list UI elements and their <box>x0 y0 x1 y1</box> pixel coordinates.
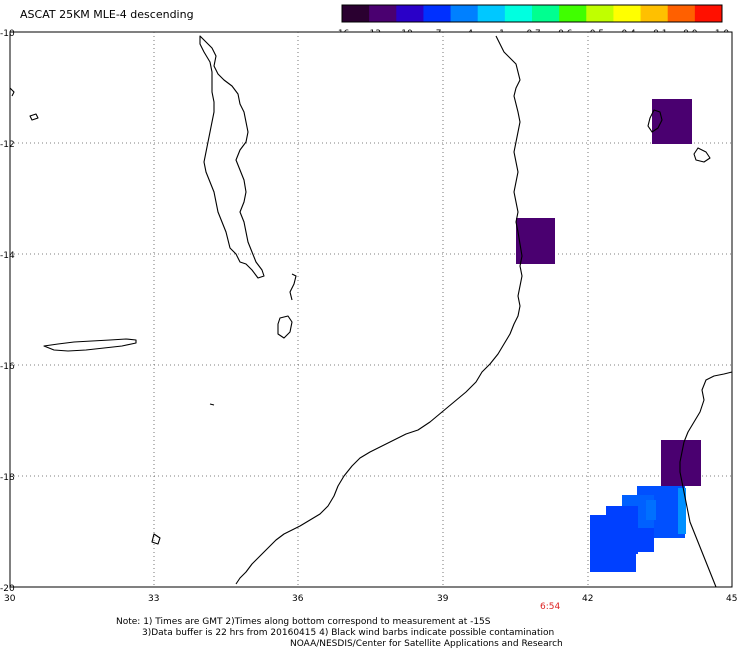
colorbar <box>341 4 723 23</box>
lake-small-outline <box>277 315 293 339</box>
data-cell-light-blue <box>678 488 686 534</box>
note-line-1: Note: 1) Times are GMT 2)Times along bot… <box>116 617 491 627</box>
y-tick-label: -14 <box>0 251 15 261</box>
time-label: 6:54 <box>540 602 560 612</box>
data-cell-light-blue <box>646 500 656 520</box>
y-tick-label: -16 <box>0 362 15 372</box>
data-cell-purple <box>516 218 555 264</box>
data-cell-purple <box>652 99 692 144</box>
note-line-2: 3)Data buffer is 22 hrs from 20160415 4)… <box>142 628 554 638</box>
x-axis-labels: 30 33 36 39 42 45 <box>4 594 737 604</box>
colorbar-swatch <box>586 5 614 22</box>
colorbar-swatch <box>477 5 506 22</box>
colorbar-swatch <box>559 5 587 22</box>
colorbar-swatch <box>450 5 479 22</box>
x-tick-label: 33 <box>148 594 159 604</box>
y-axis-labels: -10 -12 -14 -16 -18 -20 <box>0 29 15 594</box>
island-dot <box>289 273 297 301</box>
note-line-3: NOAA/NESDIS/Center for Satellite Applica… <box>290 639 563 649</box>
gridlines <box>10 32 732 587</box>
island-dot <box>29 113 39 121</box>
coastlines <box>9 35 733 588</box>
x-tick-label: 36 <box>292 594 304 604</box>
island-dot <box>9 87 15 97</box>
x-tick-label: 30 <box>4 594 16 604</box>
data-cell-blue <box>590 540 636 572</box>
y-tick-label: -10 <box>0 29 15 39</box>
map-title: ASCAT 25KM MLE-4 descending <box>20 8 194 21</box>
comoros-island <box>647 109 663 133</box>
y-tick-label: -18 <box>0 473 15 483</box>
x-tick-label: 39 <box>437 594 449 604</box>
colorbar-swatch <box>423 5 452 22</box>
colorbar-swatch <box>342 5 370 22</box>
lake-cahora-bassa-outline <box>43 338 137 352</box>
colorbar-swatch <box>369 5 397 22</box>
mozambique-coastline <box>235 35 523 585</box>
lake-malawi-outline <box>199 35 265 279</box>
y-tick-label: -12 <box>0 140 15 150</box>
y-tick-label: -20 <box>0 584 15 594</box>
colorbar-outline <box>341 4 723 23</box>
colorbar-swatch <box>640 5 669 22</box>
colorbar-swatch <box>694 5 723 22</box>
x-tick-label: 45 <box>726 594 737 604</box>
colorbar-swatch <box>613 5 642 22</box>
map-frame <box>9 31 733 588</box>
madagascar-coastline <box>679 371 733 588</box>
colorbar-swatch <box>504 5 533 22</box>
comoros-island <box>693 147 711 163</box>
island-dot <box>209 403 215 406</box>
colorbar-swatch <box>532 5 560 22</box>
colorbar-swatch <box>667 5 696 22</box>
island-dot <box>151 533 161 545</box>
x-tick-label: 42 <box>582 594 593 604</box>
data-cell-blue <box>638 528 654 552</box>
colorbar-swatch <box>396 5 424 22</box>
